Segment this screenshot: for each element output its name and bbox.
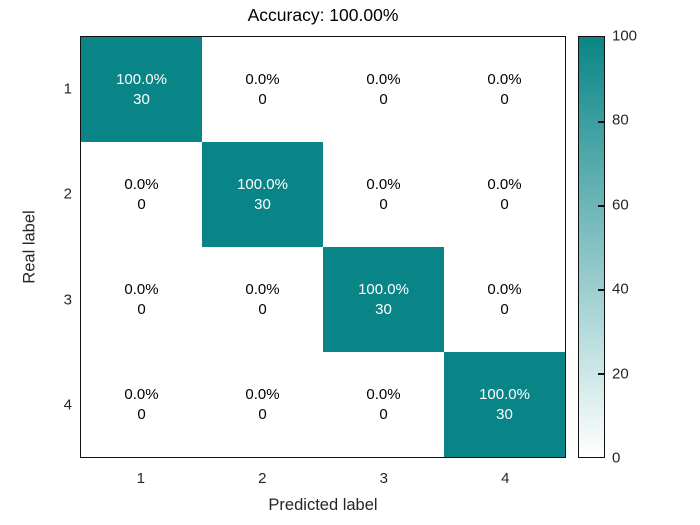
cell-count: 30: [375, 300, 392, 318]
matrix-cell: 0.0% 0: [202, 352, 323, 457]
y-tick-label: 2: [63, 185, 72, 203]
y-axis-title: Real label: [20, 210, 39, 284]
x-tick-label: 1: [136, 470, 145, 487]
cell-count: 0: [500, 195, 509, 213]
colorbar-tick-label: 80: [612, 111, 629, 129]
cell-percent: 100.0%: [116, 70, 167, 88]
y-tick-label: 3: [63, 291, 72, 309]
cell-count: 0: [137, 300, 146, 318]
matrix-cell: 0.0% 0: [444, 247, 565, 352]
y-axis-ticks: 1 2 3 4: [38, 36, 72, 458]
cell-percent: 100.0%: [358, 280, 409, 298]
cell-percent: 0.0%: [124, 175, 159, 193]
cell-percent: 0.0%: [124, 385, 159, 403]
colorbar-tick-label: 20: [612, 365, 629, 383]
cell-count: 30: [133, 90, 150, 108]
cell-count: 0: [137, 195, 146, 213]
cell-count: 30: [496, 405, 513, 423]
matrix-cell: 0.0% 0: [444, 37, 565, 142]
colorbar-tick-label: 100: [612, 27, 638, 45]
matrix-cell: 0.0% 0: [81, 142, 202, 247]
colorbar-tick: [598, 205, 604, 207]
matrix-cell: 100.0% 30: [81, 37, 202, 142]
y-tick-label: 1: [63, 80, 72, 98]
colorbar-tick-label: 40: [612, 280, 629, 298]
matrix-cell: 0.0% 0: [202, 247, 323, 352]
cell-count: 0: [379, 90, 388, 108]
matrix-cell: 0.0% 0: [323, 142, 444, 247]
matrix-cell: 0.0% 0: [323, 352, 444, 457]
cell-count: 0: [500, 90, 509, 108]
matrix-cell: 0.0% 0: [444, 142, 565, 247]
cell-count: 0: [379, 405, 388, 423]
cell-percent: 0.0%: [366, 70, 401, 88]
y-tick-label: 4: [63, 396, 72, 414]
cell-count: 0: [258, 300, 267, 318]
cell-percent: 0.0%: [366, 385, 401, 403]
x-axis-ticks: 1 2 3 4: [80, 470, 566, 488]
matrix-cell: 0.0% 0: [81, 352, 202, 457]
colorbar: [578, 36, 605, 458]
colorbar-tick: [598, 289, 604, 291]
colorbar-tick: [598, 373, 604, 375]
plot-area: 100.0% 30 0.0% 0 0.0% 0 0.0% 0 0.0% 0 100.0% 30 0.0%…: [80, 36, 566, 458]
cell-count: 0: [379, 195, 388, 213]
cell-percent: 0.0%: [366, 175, 401, 193]
cell-count: 0: [500, 300, 509, 318]
colorbar-tick-labels: 0 20 40 60 80 100: [612, 28, 662, 467]
x-tick-label: 3: [379, 470, 388, 487]
cell-count: 0: [137, 405, 146, 423]
cell-percent: 100.0%: [237, 175, 288, 193]
cell-percent: 0.0%: [245, 280, 280, 298]
matrix-cell: 0.0% 0: [202, 37, 323, 142]
cell-percent: 0.0%: [124, 280, 159, 298]
matrix-cell: 100.0% 30: [444, 352, 565, 457]
colorbar-tick-label: 60: [612, 196, 629, 214]
cell-count: 0: [258, 90, 267, 108]
colorbar-tick-label: 0: [612, 449, 621, 467]
chart-title: Accuracy: 100.00%: [247, 5, 399, 25]
x-tick-label: 2: [258, 470, 267, 487]
colorbar-tick: [598, 121, 604, 123]
x-tick-label: 4: [501, 470, 510, 487]
matrix-cell: 0.0% 0: [81, 247, 202, 352]
cell-count: 0: [258, 405, 267, 423]
matrix-cell: 0.0% 0: [323, 37, 444, 142]
x-axis-title: Predicted label: [268, 496, 378, 514]
cell-percent: 0.0%: [487, 175, 522, 193]
cell-percent: 100.0%: [479, 385, 530, 403]
matrix-cell: 100.0% 30: [202, 142, 323, 247]
cell-percent: 0.0%: [487, 280, 522, 298]
cell-percent: 0.0%: [487, 70, 522, 88]
cell-percent: 0.0%: [245, 70, 280, 88]
matrix-cell: 100.0% 30: [323, 247, 444, 352]
cell-count: 30: [254, 195, 271, 213]
cell-percent: 0.0%: [245, 385, 280, 403]
